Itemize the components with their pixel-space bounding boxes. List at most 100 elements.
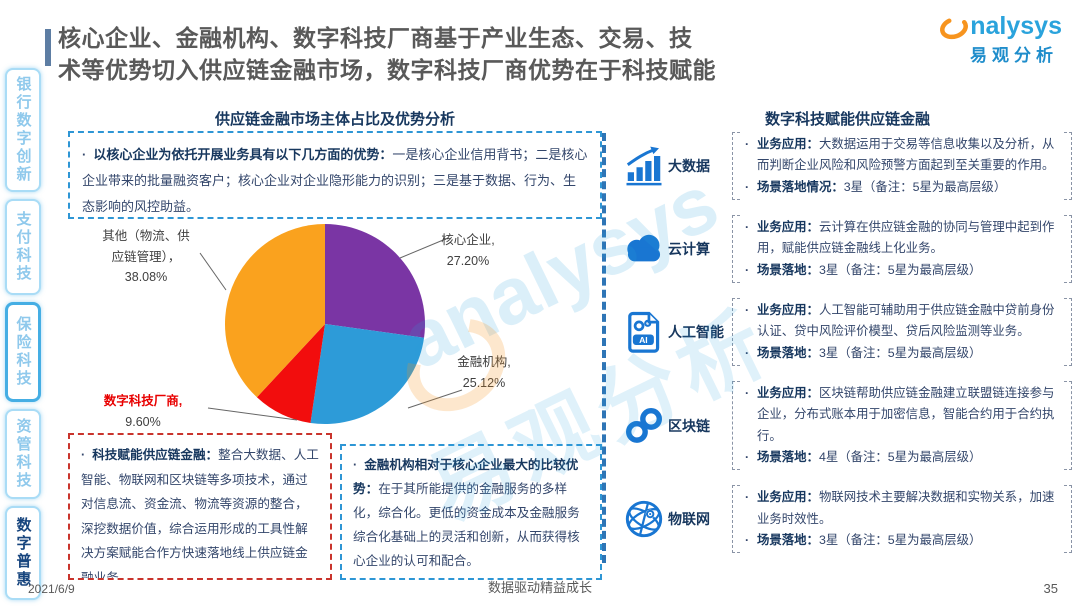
note-lead: 以核心企业为依托开展业务具有以下几方面的优势： [93,147,393,162]
bar-chart-icon [620,146,668,186]
bullet-lead: 业务应用： [757,302,819,317]
pie-slice-core [325,224,426,338]
tech-bullet-rating: 场景落地：3星（备注：5星为最高层级） [745,260,1059,282]
pie-label-value: 38.08% [124,270,168,285]
bullet-body: 大数据运用于交易等信息收集以及分析，从而判断企业风险和风险预警方面起到至关重要的… [757,137,1055,173]
tech-detail: 业务应用：人工智能可辅助用于供应链金融中贷前身份认证、贷中风险评价模型、贷后风险… [732,296,1072,368]
sidebar-item-asset-mgmt-tech[interactable]: 资管科技 [5,409,41,499]
tech-bullet-rating: 场景落地：3星（备注：5星为最高层级） [745,343,1059,365]
bullet-lead: 业务应用： [757,137,819,151]
section-divider [602,133,606,563]
logo-brand-cn: 易观分析 [970,46,1058,65]
tech-bullet-app: 业务应用：区块链帮助供应链金融建立联盟链连接参与企业，分布式账本用于加密信息，智… [745,383,1059,447]
pie-label-other: 其他（物流、供 应链管理）， 38.08% [85,226,207,288]
pie-label-line: 其他（物流、供 [102,229,190,243]
box-right-lead: 金融机构相对于核心企业最大的比较优势： [353,458,579,496]
pie-label-line: 应链管理）， [111,249,181,264]
box-bullet [81,448,92,462]
bullet-body: 区块链帮助供应链金融建立联盟链连接参与企业，分布式账本用于加密信息，智能合约用于… [757,385,1055,443]
sidebar-item-label: 资管科技 [14,418,32,490]
tech-label: 区块链 [668,417,710,434]
box-bullet [353,458,364,472]
pie-slice-other [224,224,325,398]
note-bullet [82,147,93,162]
bullet-lead: 场景落地： [757,345,819,360]
pie-label-value: 9.60% [125,414,161,429]
note-body: 一是核心企业信用背书；二是核心企业带来的批量融资客户；核心企业对企业隐形能力的识… [82,147,588,214]
iot-icon [620,498,668,540]
cloud-icon [620,232,668,266]
tech-row-bigdata: 大数据 业务应用：大数据运用于交易等信息收集以及分析，从而判断企业风险和风险预警… [620,130,1072,202]
tech-row-ai: AI 人工智能 业务应用：人工智能可辅助用于供应链金融中贷前身份认证、贷中风险评… [620,296,1072,368]
ai-icon: AI [620,311,668,353]
pie-slice-finance [310,324,425,425]
bullet-lead: 场景落地： [757,532,819,547]
tech-label: 大数据 [668,157,710,174]
logo-swirl-icon [940,16,969,39]
bullet-body: 4星（备注：5星为最高层级） [818,449,982,464]
tech-bullet-rating: 场景落地：3星（备注：5星为最高层级） [745,530,1059,552]
ai-badge-text: AI [639,335,648,345]
sidebar-item-label: 支付科技 [14,211,32,283]
bullet-body: 3星（备注：5星为最高层级） [843,179,1007,194]
tech-detail: 业务应用：物联网技术主要解决数据和实物关系，加速业务时效性。 场景落地：3星（备… [732,483,1072,555]
finance-advantage-box: 金融机构相对于核心企业最大的比较优势：在于其所能提供的金融服务的多样化，综合化。… [340,444,602,580]
title-accent-bar [45,29,51,66]
bullet-body: 3星（备注：5星为最高层级） [818,532,982,547]
bullet-lead: 场景落地情况： [757,179,844,194]
box-left-body: 整合大数据、人工智能、物联网和区块链等多项技术，通过对信息流、资金流、物流等资源… [81,448,319,580]
tech-label: 物联网 [668,511,710,528]
logo-brand-row: nalysys [938,12,1062,41]
left-section-title: 供应链金融市场主体占比及优势分析 [214,111,455,128]
market-share-pie-chart [224,224,426,425]
bullet-body: 人工智能可辅助用于供应链金融中贷前身份认证、贷中风险评价模型、贷后风险监测等业务… [757,302,1055,339]
sidebar-item-digital-inclusion[interactable]: 数字普惠 [5,506,41,600]
tech-label: 人工智能 [668,323,724,340]
sidebar-item-insurance-tech[interactable]: 保险科技 [5,302,41,402]
pie-label-finance: 金融机构, 25.12% [432,352,536,393]
box-right-body: 在于其所能提供的金融服务的多样化，综合化。更低的资金成本及金融服务综合化基础上的… [353,481,580,568]
sidebar-item-label: 保险科技 [14,316,32,388]
tech-bullet-app: 业务应用：云计算在供应链金融的协同与管理中起到作用，赋能供应链金融线上化业务。 [745,217,1059,260]
tech-row-cloud: 云计算 业务应用：云计算在供应链金融的协同与管理中起到作用，赋能供应链金融线上化… [620,213,1072,285]
page-title-line1: 核心企业、金融机构、数字科技厂商基于产业生态、交易、技 [58,25,693,51]
tech-bullet-app: 业务应用：大数据运用于交易等信息收集以及分析，从而判断企业风险和风险预警方面起到… [745,134,1059,177]
tech-detail: 业务应用：云计算在供应链金融的协同与管理中起到作用，赋能供应链金融线上化业务。 … [732,213,1072,285]
sidebar-item-label: 数字普惠 [14,517,32,589]
tech-row-blockchain: 区块链 业务应用：区块链帮助供应链金融建立联盟链连接参与企业，分布式账本用于加密… [620,379,1072,472]
pie-label-line: 核心企业, [441,233,495,247]
sidebar: 银行数字创新 支付科技 保险科技 资管科技 数字普惠 [5,68,41,607]
logo-brand-text: nalysys [970,12,1062,40]
bullet-lead: 业务应用： [757,490,819,505]
page-title: 核心企业、金融机构、数字科技厂商基于产业生态、交易、技 术等优势切入供应链金融市… [58,22,938,86]
tech-detail: 业务应用：大数据运用于交易等信息收集以及分析，从而判断企业风险和风险预警方面起到… [732,130,1072,202]
tech-empowerment-box: 科技赋能供应链金融：整合大数据、人工智能、物联网和区块链等多项技术，通过对信息流… [68,433,332,580]
pie-slice-digital [256,324,325,423]
bullet-body: 3星（备注：5星为最高层级） [818,262,982,277]
pie-label-value: 25.12% [462,375,506,390]
bullet-body: 物联网技术主要解决数据和实物关系，加速业务时效性。 [757,490,1055,526]
tech-bullet-app: 业务应用：物联网技术主要解决数据和实物关系，加速业务时效性。 [745,487,1059,530]
footer-slogan: 数据驱动精益成长 [487,580,592,595]
box-left-lead: 科技赋能供应链金融： [92,448,219,462]
footer-date: 2021/6/9 [28,582,75,596]
sidebar-item-label: 银行数字创新 [14,76,32,184]
analysys-logo: nalysys 易观分析 [938,12,1062,66]
tech-bullet-rating: 场景落地：4星（备注：5星为最高层级） [745,447,1059,469]
tech-bullet-app: 业务应用：人工智能可辅助用于供应链金融中贷前身份认证、贷中风险评价模型、贷后风险… [745,300,1059,343]
pie-label-line: 数字科技厂商, [103,394,183,408]
bullet-body: 3星（备注：5星为最高层级） [818,345,982,360]
bullet-lead: 业务应用： [757,385,819,400]
bullet-lead: 场景落地： [757,262,819,277]
tech-bullet-rating: 场景落地情况：3星（备注：5星为最高层级） [745,177,1059,199]
tech-rows: 大数据 业务应用：大数据运用于交易等信息收集以及分析，从而判断企业风险和风险预警… [620,130,1072,566]
page-number: 35 [1043,581,1058,596]
pie-label-line: 金融机构, [457,355,511,369]
bullet-lead: 业务应用： [757,219,819,234]
sidebar-item-bank-digital[interactable]: 银行数字创新 [5,68,41,192]
core-enterprise-advantage-note: 以核心企业为依托开展业务具有以下几方面的优势：一是核心企业信用背书；二是核心企业… [68,131,602,219]
sidebar-item-payment-tech[interactable]: 支付科技 [5,199,41,295]
blockchain-icon [620,406,668,446]
page-title-line2: 术等优势切入供应链金融市场，数字科技厂商优势在于科技赋能 [58,57,716,83]
